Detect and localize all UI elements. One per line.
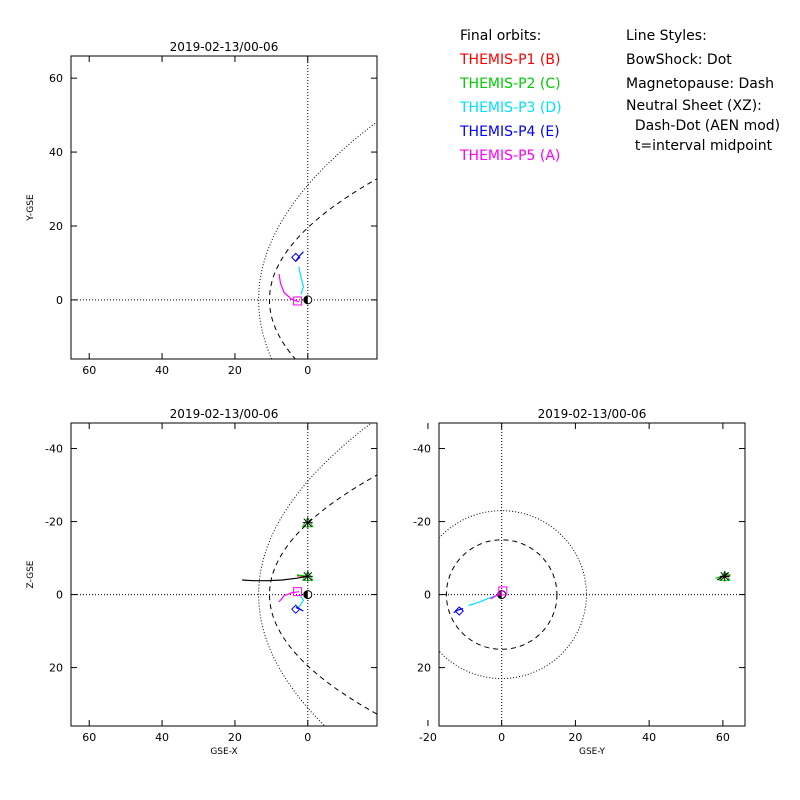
y-axis-label-xy: Y-GSE xyxy=(26,194,36,222)
legend-item-p2: THEMIS-P2 (C) xyxy=(460,76,561,92)
legend-style-dash-dot: Dash-Dot (AEN mod) xyxy=(626,118,781,134)
x-tick-label-yz: 40 xyxy=(642,731,656,744)
y-tick-label-xz: -20 xyxy=(45,516,63,529)
earth-night-xy xyxy=(303,295,308,304)
legend-style-magnetopause: Magnetopause: Dash xyxy=(626,76,775,92)
legend-style-t-midpoint: t=interval midpoint xyxy=(626,138,773,154)
panel-title-xy: 2019-02-13/00-06 xyxy=(170,40,279,54)
y-tick-label-xy: 40 xyxy=(49,146,63,159)
x-tick-label-yz: 0 xyxy=(498,731,505,744)
x-tick-label-yz: -20 xyxy=(419,731,437,744)
y-tick-label-yz: -20 xyxy=(413,516,431,529)
y-tick-label-xy: 0 xyxy=(56,294,63,307)
marker-diamond-xz xyxy=(291,604,301,614)
orbit-p3-xz xyxy=(298,596,305,608)
legend-item-p4: THEMIS-P4 (E) xyxy=(460,124,560,140)
panel-frame-xy xyxy=(70,55,378,360)
y-tick-label-yz: 0 xyxy=(424,589,431,602)
y-axis-label-xz: Z-GSE xyxy=(26,560,36,588)
legend-item-p5: THEMIS-P5 (A) xyxy=(460,148,561,164)
x-axis-label-yz: GSE-Y xyxy=(579,747,606,757)
legend-styles: Line Styles: BowShock: Dot Magnetopause:… xyxy=(626,24,780,156)
magnetopause-yz xyxy=(445,539,558,650)
orbit-p5-xy xyxy=(278,273,300,303)
legend-style-neutral-sheet: Neutral Sheet (XZ): xyxy=(626,98,762,114)
marker-square-yz xyxy=(498,586,508,596)
bowshock-xy xyxy=(258,121,377,359)
x-tick-label-xz: 0 xyxy=(304,731,311,744)
legend-style-bowshock: BowShock: Dot xyxy=(626,52,732,68)
bowshock-xz xyxy=(258,423,373,726)
bowshock-yz xyxy=(439,510,587,679)
x-tick-label-xy: 0 xyxy=(304,364,311,377)
magnetopause-xy xyxy=(268,178,377,359)
x-tick-label-xz: 60 xyxy=(82,731,96,744)
earth-night-xz xyxy=(303,590,308,599)
panel-frame-yz xyxy=(438,422,746,727)
orbit-axes-xy xyxy=(253,522,308,535)
orbit-p5-xz xyxy=(278,591,300,603)
x-tick-label-xz: 40 xyxy=(155,731,169,744)
y-tick-label-yz: -40 xyxy=(413,443,431,456)
orbit-p5-yz xyxy=(490,589,504,600)
y-tick-label-yz: 20 xyxy=(417,662,431,675)
legend-item-p1: THEMIS-P1 (B) xyxy=(460,52,561,68)
orbit-p3-xy xyxy=(298,266,305,295)
legend-orbits: Final orbits: THEMIS-P1 (B) THEMIS-P2 (C… xyxy=(460,24,562,168)
panel-frame-xz xyxy=(70,422,378,727)
marker-square-xz xyxy=(293,587,303,597)
y-tick-label-xz: 20 xyxy=(49,662,63,675)
orbit-p4-xy xyxy=(295,251,304,262)
x-tick-label-xy: 40 xyxy=(155,364,169,377)
panel-title-yz: 2019-02-13/00-06 xyxy=(538,407,647,421)
y-tick-label-xy: 20 xyxy=(49,220,63,233)
y-tick-label-xy: 60 xyxy=(49,72,63,85)
orbit-axes-xz xyxy=(242,575,308,582)
x-tick-label-xy: 60 xyxy=(82,364,96,377)
y-tick-label-xz: -40 xyxy=(45,443,63,456)
x-axis-label-xz: GSE-X xyxy=(210,747,237,757)
legend-item-p3: THEMIS-P3 (D) xyxy=(460,100,562,116)
panel-title-xz: 2019-02-13/00-06 xyxy=(170,407,279,421)
marker-square-xy xyxy=(293,296,303,306)
marker-diamond-yz xyxy=(454,606,464,616)
legend-styles-title: Line Styles: xyxy=(626,28,707,44)
orbit-p3-yz xyxy=(468,595,497,607)
x-tick-label-xy: 20 xyxy=(228,364,242,377)
x-tick-label-yz: 60 xyxy=(716,731,730,744)
x-tick-label-yz: 20 xyxy=(568,731,582,744)
legend-orbits-title: Final orbits: xyxy=(460,28,542,44)
x-tick-label-xz: 20 xyxy=(228,731,242,744)
marker-diamond-xy xyxy=(291,252,301,263)
y-tick-label-xz: 0 xyxy=(56,589,63,602)
